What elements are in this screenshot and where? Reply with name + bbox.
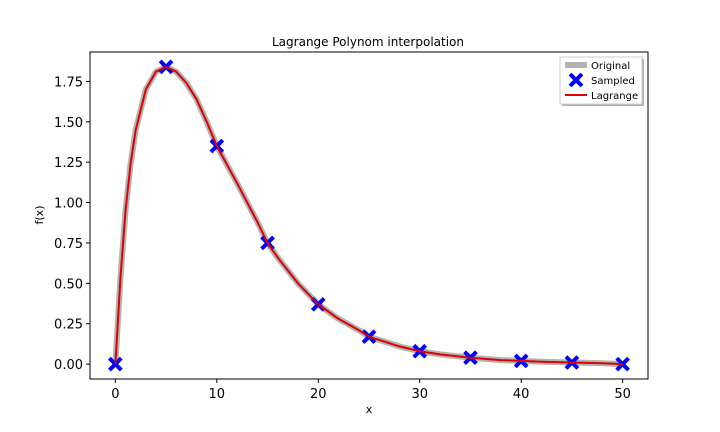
legend-label-sampled: Sampled <box>591 76 635 87</box>
legend-label-original: Original <box>591 61 630 72</box>
x-tick-label: 50 <box>614 387 631 402</box>
sampled-point-marker <box>108 356 123 372</box>
x-tick-label: 30 <box>411 387 428 402</box>
y-tick-label: 1.50 <box>54 116 83 131</box>
series-lagrange-line <box>114 65 623 366</box>
sampled-point-marker <box>615 356 630 372</box>
y-tick-label: 1.75 <box>54 75 83 90</box>
legend-label-lagrange: Lagrange <box>591 91 638 102</box>
y-axis-label: f(x) <box>33 206 46 225</box>
legend-sampled-marker <box>568 72 584 88</box>
axis-ticks: 0 10 20 30 40 50 0.00 0.25 0.50 0.75 1.00 1.25 1.50 1… <box>54 75 631 402</box>
x-tick-label: 10 <box>209 387 226 402</box>
y-tick-label: 1.25 <box>54 156 83 171</box>
x-tick-label: 0 <box>111 387 119 402</box>
x-tick-label: 40 <box>513 387 530 402</box>
plot-frame <box>89 51 649 380</box>
y-tick-label: 0.25 <box>54 318 83 333</box>
x-axis-label: x <box>366 403 373 416</box>
legend-swatch-sampled <box>568 72 584 88</box>
plot-area <box>108 59 630 372</box>
chart-title: Lagrange Polynom interpolation <box>272 35 464 49</box>
x-tick-label: 20 <box>310 387 327 402</box>
y-tick-label: 0.50 <box>54 277 83 292</box>
y-tick-label: 0.00 <box>54 358 83 373</box>
y-tick-label: 1.00 <box>54 197 83 212</box>
legend: Original Sampled Lagrange <box>559 56 644 106</box>
y-tick-label: 0.75 <box>54 237 83 252</box>
